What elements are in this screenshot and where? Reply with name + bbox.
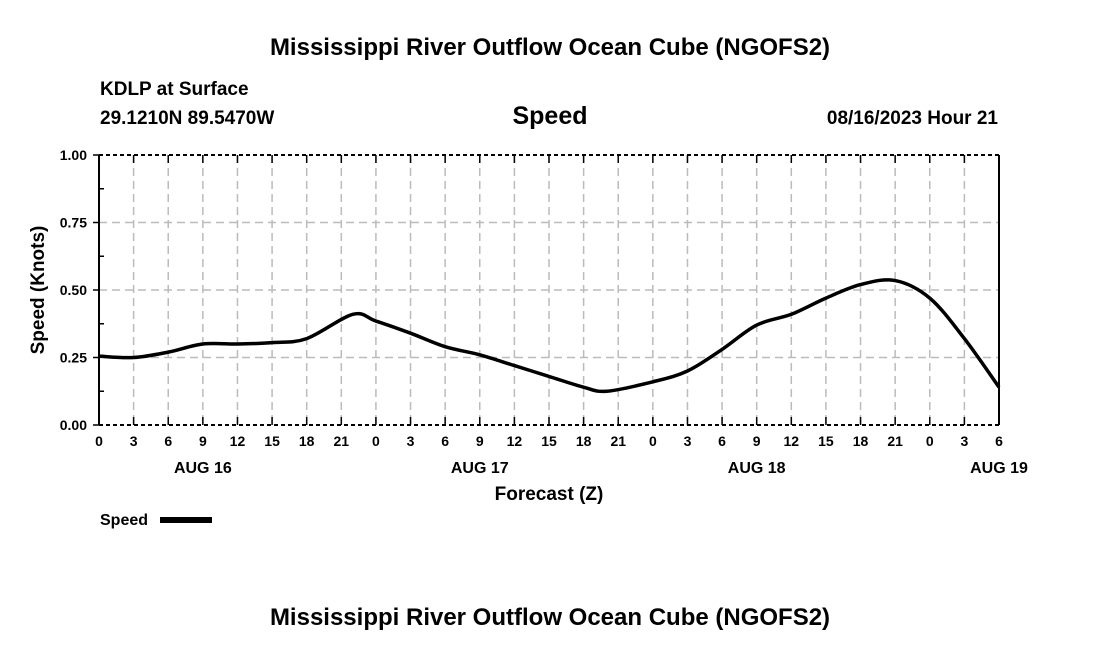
chart-title: Mississippi River Outflow Ocean Cube (NG… bbox=[270, 34, 830, 61]
date-label: AUG 16 bbox=[174, 460, 232, 477]
y-tick-label: 0.75 bbox=[60, 215, 87, 231]
y-tick-label: 1.00 bbox=[60, 147, 87, 163]
x-tick-label: 9 bbox=[476, 433, 484, 449]
grid bbox=[99, 155, 999, 425]
station-label: KDLP at Surface bbox=[100, 79, 249, 100]
x-tick-label: 3 bbox=[130, 433, 138, 449]
legend-label: Speed bbox=[100, 512, 148, 529]
x-tick-label: 3 bbox=[684, 433, 692, 449]
location-label: 29.1210N 89.5470W bbox=[100, 108, 274, 129]
x-tick-label: 0 bbox=[95, 433, 103, 449]
y-tick-label: 0.00 bbox=[60, 417, 87, 433]
x-tick-label: 3 bbox=[960, 433, 968, 449]
timestamp-label: 08/16/2023 Hour 21 bbox=[827, 108, 999, 129]
x-tick-label: 0 bbox=[649, 433, 657, 449]
x-tick-label: 21 bbox=[610, 433, 626, 449]
axes: 0 3 6 9 12 15 18 21 0 3 6 9 12 15 18 21 0 3 6 9 12 15 18 21 0 3 6 0… bbox=[60, 147, 1028, 477]
x-tick-label: 21 bbox=[887, 433, 903, 449]
x-tick-label: 15 bbox=[541, 433, 557, 449]
x-tick-label: 12 bbox=[507, 433, 523, 449]
x-tick-label: 9 bbox=[753, 433, 761, 449]
x-axis-label: Forecast (Z) bbox=[495, 484, 604, 505]
x-tick-label: 12 bbox=[230, 433, 246, 449]
x-tick-label: 18 bbox=[299, 433, 315, 449]
speed-series-line bbox=[98, 278, 1001, 394]
x-tick-label: 6 bbox=[718, 433, 726, 449]
x-tick-label: 0 bbox=[926, 433, 934, 449]
y-tick-label: 0.50 bbox=[60, 282, 87, 298]
x-tick-label: 6 bbox=[995, 433, 1003, 449]
y-axis-label: Speed (Knots) bbox=[28, 226, 49, 355]
x-tick-label: 6 bbox=[164, 433, 172, 449]
x-tick-label: 18 bbox=[576, 433, 592, 449]
date-label: AUG 19 bbox=[970, 460, 1028, 477]
x-tick-label: 9 bbox=[199, 433, 207, 449]
date-label: AUG 17 bbox=[451, 460, 509, 477]
x-tick-label: 21 bbox=[334, 433, 350, 449]
x-tick-label: 0 bbox=[372, 433, 380, 449]
legend-swatch bbox=[160, 517, 212, 523]
x-tick-label: 15 bbox=[818, 433, 834, 449]
x-tick-label: 18 bbox=[853, 433, 869, 449]
x-tick-label: 3 bbox=[407, 433, 415, 449]
chart-subtitle: Speed bbox=[512, 102, 587, 130]
x-tick-label: 6 bbox=[441, 433, 449, 449]
date-label: AUG 18 bbox=[728, 460, 786, 477]
x-tick-label: 12 bbox=[784, 433, 800, 449]
x-tick-label: 15 bbox=[264, 433, 280, 449]
y-tick-label: 0.25 bbox=[60, 350, 87, 366]
footer-title: Mississippi River Outflow Ocean Cube (NG… bbox=[270, 604, 830, 631]
